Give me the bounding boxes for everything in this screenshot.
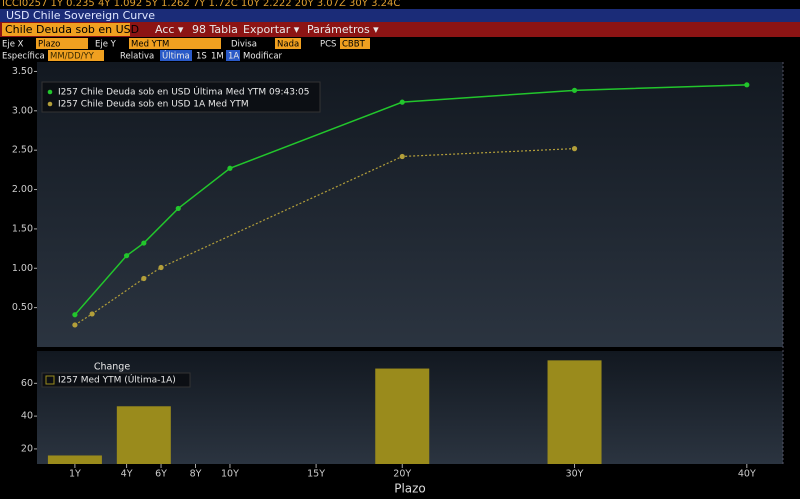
data-point — [227, 165, 233, 171]
data-point — [123, 253, 130, 259]
last-button[interactable]: Última — [162, 50, 190, 62]
actions-button[interactable]: Acc ▾ — [155, 23, 184, 36]
params-button[interactable]: Parámetros ▾ — [307, 23, 379, 36]
ticker-line: ICCI0257 1Y 0.235 4Y 1.092 5Y 1.262 7Y 1… — [2, 0, 400, 9]
legend-label: I257 Med YTM (Última-1A) — [58, 374, 176, 386]
x-tick-label: 20Y — [393, 469, 411, 480]
relative-label: Relativa — [120, 52, 154, 62]
legend-swatch — [45, 375, 55, 385]
legend-box — [41, 81, 321, 113]
data-point — [571, 87, 578, 93]
title: USD Chile Sovereign Curve — [6, 9, 155, 22]
x-tick-label: 8Y — [190, 469, 202, 480]
specific-label: Específica — [2, 52, 45, 62]
data-point — [72, 312, 78, 318]
modify-button[interactable]: Modificar — [243, 52, 283, 62]
y-axis-value[interactable]: Med YTM — [131, 40, 169, 50]
y-tick-label: 60 — [21, 378, 33, 389]
curve-box[interactable] — [2, 23, 130, 36]
y-axis-setting-label: Eje Y — [95, 40, 117, 50]
y-tick-label: 40 — [21, 411, 33, 422]
data-point — [72, 322, 78, 328]
data-point — [399, 153, 405, 160]
data-point — [744, 82, 750, 88]
bar — [547, 360, 602, 464]
data-point — [158, 264, 164, 271]
y-tick-label: 3.00 — [12, 105, 33, 116]
legend-title: Change — [94, 362, 131, 373]
last-button-bg[interactable] — [160, 50, 192, 61]
x-tick-label: 6Y — [155, 469, 167, 480]
pcs-field[interactable] — [340, 38, 370, 49]
x-axis-title: Plazo — [394, 482, 426, 496]
data-point — [175, 205, 181, 212]
date-field[interactable] — [48, 50, 104, 61]
pcs-value[interactable]: CBBT — [342, 40, 366, 50]
1w-button[interactable]: 1S — [196, 52, 207, 62]
y-tick-label: 20 — [21, 443, 33, 454]
title-bar — [0, 9, 800, 22]
legend-marker — [47, 89, 53, 95]
1y-button[interactable]: 1A — [228, 52, 239, 62]
data-point — [89, 311, 95, 317]
toolbar — [0, 22, 800, 37]
x-axis-setting-label: Eje X — [2, 40, 24, 50]
y-tick-label: 1.00 — [12, 263, 33, 274]
curve-name[interactable]: Chile Deuda sob en USD — [5, 23, 139, 36]
y-tick-label: 2.00 — [12, 184, 33, 195]
series-line — [74, 84, 747, 316]
y-tick-label: 3.50 — [12, 66, 33, 77]
y-tick-label: 2.50 — [12, 145, 33, 156]
legend-label: I257 Chile Deuda sob en USD 1A Med YTM — [58, 100, 249, 110]
date-format[interactable]: MM/DD/YY — [50, 52, 95, 62]
x-tick-label: 40Y — [738, 469, 756, 480]
table-button[interactable]: 98 Tabla — [192, 23, 238, 36]
legend-box — [41, 372, 191, 388]
bar — [116, 406, 171, 464]
x-tick-label: 10Y — [221, 469, 239, 480]
x-tick-label: 15Y — [307, 469, 325, 480]
legend-label: I257 Chile Deuda sob en USD Última Med Y… — [58, 86, 309, 98]
data-point — [399, 99, 405, 105]
series-line — [74, 148, 575, 326]
legend-marker — [47, 101, 53, 107]
x-tick-label: 30Y — [566, 469, 584, 480]
bar — [375, 368, 430, 464]
x-tick-label: 1Y — [69, 469, 81, 480]
y-axis-field[interactable] — [129, 38, 221, 49]
pcs-label: PCS — [320, 40, 336, 50]
x-axis-field[interactable] — [36, 38, 88, 49]
1m-button[interactable]: 1M — [211, 52, 224, 62]
y-tick-label: 0.50 — [12, 302, 33, 313]
currency-value[interactable]: Nada — [277, 40, 299, 50]
x-axis-value[interactable]: Plazo — [38, 40, 60, 50]
export-button[interactable]: Exportar ▾ — [243, 23, 300, 36]
currency-field[interactable] — [275, 38, 301, 49]
x-tick-label: 4Y — [121, 469, 133, 480]
data-point — [141, 275, 147, 282]
bar — [47, 455, 102, 464]
currency-label: Divisa — [231, 40, 257, 50]
data-point — [571, 146, 578, 152]
1y-button-bg[interactable] — [226, 50, 240, 61]
data-point — [141, 240, 147, 246]
y-tick-label: 1.50 — [12, 223, 33, 234]
